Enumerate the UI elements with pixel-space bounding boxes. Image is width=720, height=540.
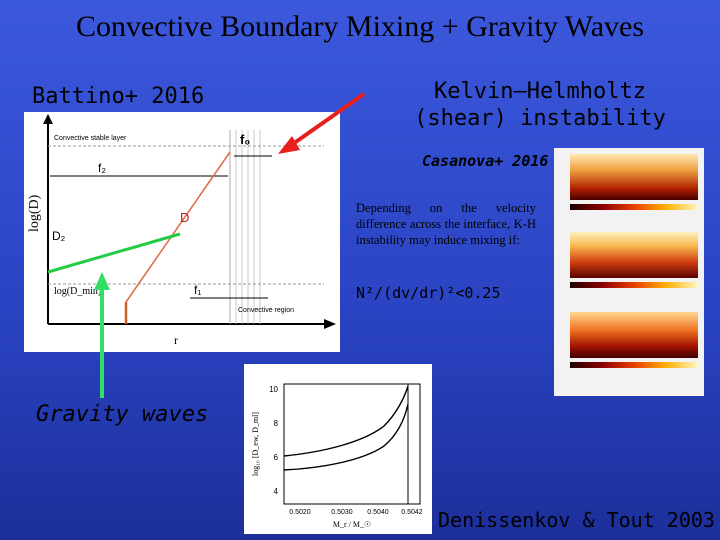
- d2-curve: [47, 232, 181, 274]
- y-axis-arrow: [43, 114, 53, 124]
- battino-ylabel: log(D): [27, 194, 42, 232]
- x-tick-3: 0.5040: [367, 509, 389, 516]
- den-xlabel: M_r / M_☉: [333, 520, 371, 529]
- battino-figure: Convective stable layer Convective regio…: [24, 112, 340, 352]
- kh-instability-label: Kelvin–Helmholtz (shear) instability: [414, 79, 666, 131]
- colorbar-2: [570, 282, 698, 288]
- colorbar-3: [570, 362, 698, 368]
- simulation-snapshot-1: [570, 154, 698, 200]
- denissenkov-label: Denissenkov & Tout 2003: [438, 508, 715, 532]
- x-tick-2: 0.5030: [331, 509, 353, 516]
- den-ylabel: log₁₀ [D_ew, D_ml]: [251, 412, 260, 476]
- casanova-label: Casanova+ 2016: [422, 152, 549, 170]
- convective-layer-label: Convective stable layer: [54, 135, 127, 142]
- curve-lower: [283, 403, 409, 471]
- curve-upper: [283, 385, 409, 457]
- battino-xlabel: r: [174, 333, 178, 347]
- denissenkov-figure: 10 8 6 4 0.5020 0.5030 0.5040 0.5042 M_r…: [244, 364, 432, 534]
- d-curve: [125, 151, 231, 303]
- dmin-label: log(D_min): [54, 286, 101, 297]
- battino-label: Battino+ 2016: [32, 84, 205, 109]
- y-tick-4: 4: [274, 487, 279, 496]
- red-arrow-head: [278, 136, 300, 154]
- colorbar-1: [570, 204, 698, 210]
- d-label: D: [180, 210, 189, 225]
- x-axis-arrow: [324, 319, 336, 329]
- casanova-figure: [554, 148, 704, 396]
- denissenkov-plot: 10 8 6 4 0.5020 0.5030 0.5040 0.5042 M_r…: [251, 383, 423, 529]
- kh-criterion: N²/(dv/dr)²<0.25: [356, 284, 501, 302]
- green-arrow-head: [94, 272, 110, 290]
- gravity-waves-label: Gravity waves: [36, 402, 209, 427]
- y-tick-6: 6: [274, 453, 279, 462]
- slide-title: Convective Boundary Mixing + Gravity Wav…: [75, 10, 645, 43]
- y-tick-10: 10: [269, 385, 278, 394]
- x-tick-4: 0.5042: [401, 509, 423, 516]
- x-tick-1: 0.5020: [289, 509, 311, 516]
- plot-frame: [283, 383, 421, 505]
- convective-region-label: Convective region: [238, 307, 294, 314]
- red-arrow: [288, 92, 366, 148]
- hatched-region: [229, 130, 261, 324]
- depending-text: Depending on the velocity difference acr…: [356, 201, 536, 247]
- f1-label: f₁: [194, 283, 201, 297]
- simulation-snapshot-2: [570, 232, 698, 278]
- f0-label: f₀: [240, 132, 250, 147]
- battino-diagram: Convective stable layer Convective regio…: [27, 114, 336, 347]
- y-tick-8: 8: [274, 419, 279, 428]
- d2-label: D₂: [52, 229, 66, 243]
- f2-label: f₂: [98, 161, 106, 175]
- simulation-snapshot-3: [570, 312, 698, 358]
